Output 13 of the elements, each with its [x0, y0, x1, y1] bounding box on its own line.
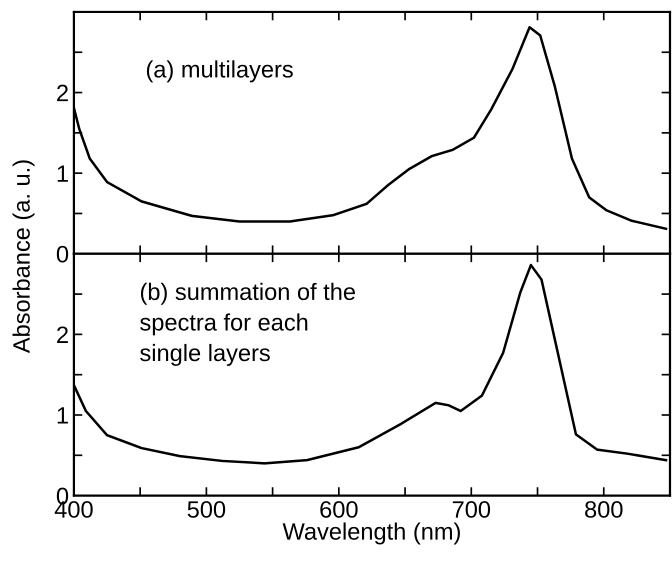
y-tick-label: 2: [57, 84, 68, 102]
x-tick-label: 800: [585, 501, 623, 518]
y-tick-label: 2: [57, 326, 68, 343]
x-tick-label: 700: [452, 501, 490, 518]
annotation: (b) summation of the spectra for each single layers: [140, 282, 355, 366]
y-tick-label: 0: [56, 246, 68, 263]
x-tick-label: 500: [188, 501, 226, 518]
y-axis-title: Absorbance (a. u.): [12, 160, 35, 354]
annotation: (a) multilayers: [146, 60, 293, 82]
x-tick-label: 600: [320, 501, 358, 518]
y-tick-label: 1: [58, 165, 68, 182]
x-axis-title: Wavelength (nm): [282, 522, 460, 544]
y-tick-label: 1: [58, 407, 68, 424]
